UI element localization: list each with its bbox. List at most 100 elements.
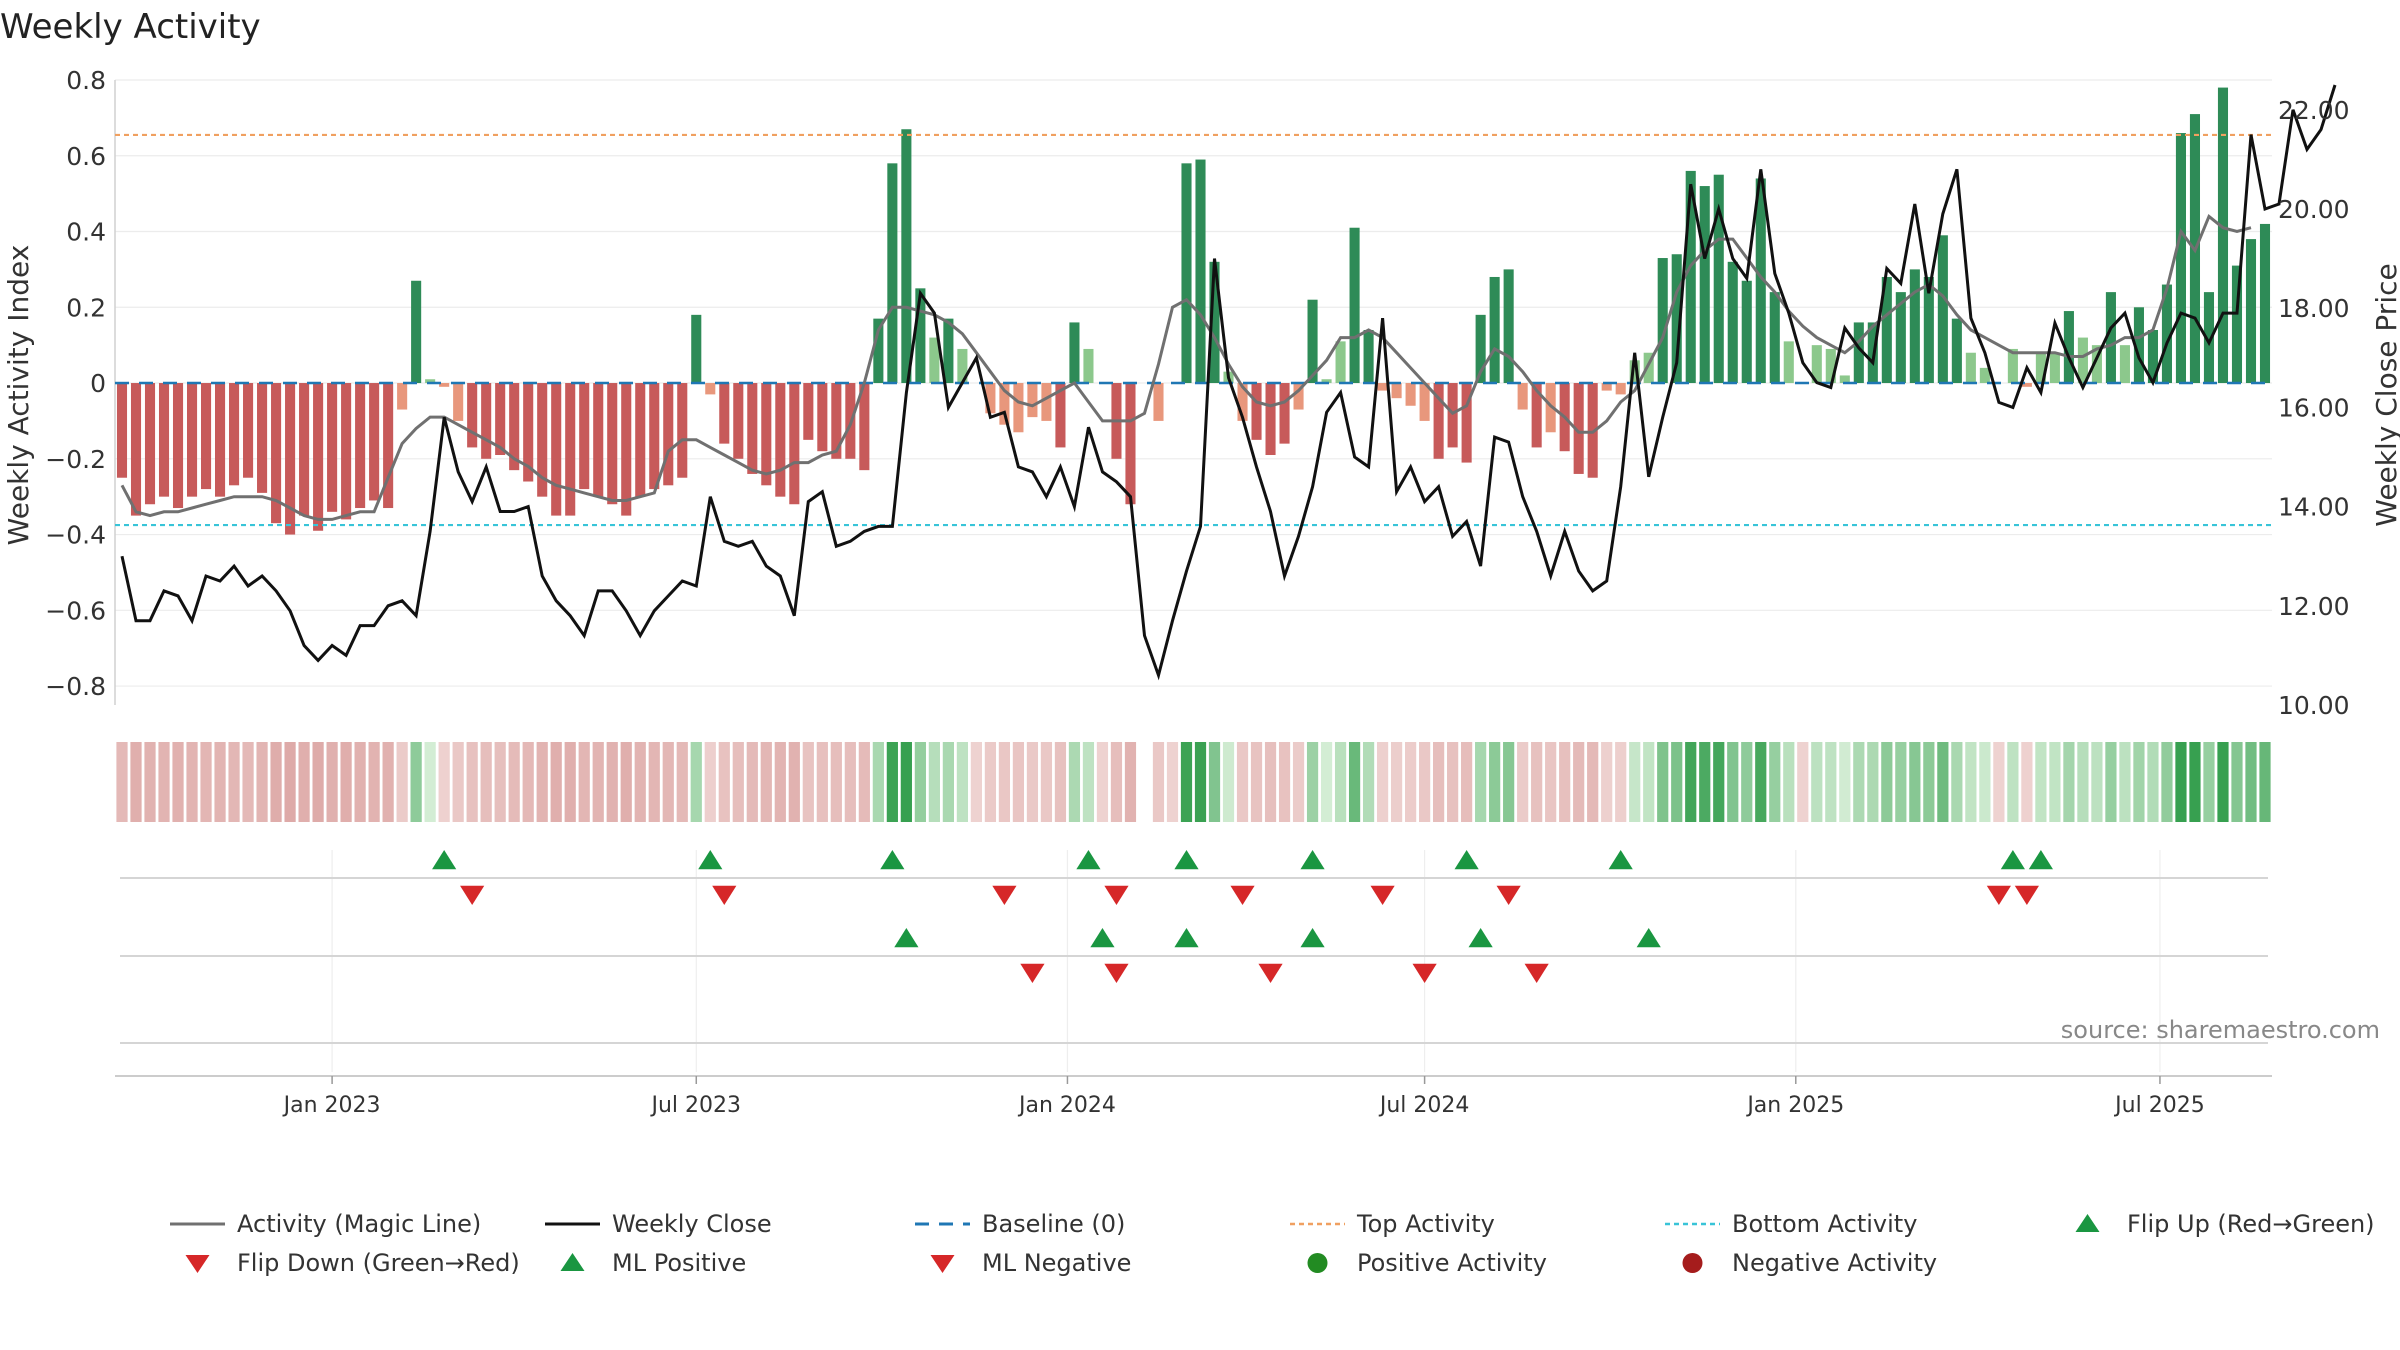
strip-cell-136 (2021, 742, 2033, 822)
activity-bar-64 (1013, 383, 1024, 433)
strip-cell-49 (802, 742, 814, 822)
activity-bar-19 (383, 383, 394, 509)
activity-bar-67 (1055, 383, 1066, 448)
activity-bar-58 (929, 337, 940, 384)
legend-label-0: Activity (Magic Line) (237, 1210, 481, 1238)
strip-cell-60 (956, 742, 968, 822)
activity-bar-86 (1321, 379, 1332, 384)
activity-bar-48 (789, 383, 800, 505)
strip-cell-116 (1741, 742, 1753, 822)
activity-bar-132 (1965, 352, 1976, 384)
strip-cell-109 (1643, 742, 1655, 822)
strip-cell-39 (662, 742, 674, 822)
activity-bar-47 (775, 383, 786, 497)
legend-swatch-10 (1682, 1253, 1703, 1273)
right-tick-0: 22.00 (2278, 96, 2350, 125)
activity-bar-9 (243, 383, 254, 478)
strip-cell-26 (480, 742, 492, 822)
strip-cell-87 (1334, 742, 1347, 822)
activity-bar-137 (2035, 352, 2046, 384)
strip-cell-65 (1026, 742, 1039, 822)
flip-down-marker-5 (1370, 885, 1395, 905)
strip-cell-17 (354, 742, 366, 822)
weekly-close-line (120, 84, 2337, 681)
activity-bar-152 (2245, 239, 2257, 384)
strip-cell-29 (522, 742, 534, 822)
activity-bar-89 (1363, 330, 1374, 384)
signal-panel (115, 850, 2272, 1077)
activity-bar-138 (2049, 352, 2060, 384)
activity-bar-129 (1923, 276, 1934, 384)
activity-bar-122 (1825, 348, 1836, 384)
legend-item-8: ML Negative (930, 1249, 1131, 1277)
strip-cell-101 (1531, 742, 1543, 822)
strip-cell-38 (648, 742, 660, 822)
activity-bar-109 (1643, 352, 1654, 384)
legend-swatch-8 (930, 1255, 955, 1273)
strip-cell-80 (1236, 742, 1249, 822)
activity-bar-110 (1657, 258, 1668, 384)
strip-cell-151 (2231, 742, 2243, 822)
strip-cell-120 (1797, 742, 1809, 822)
activity-bar-65 (1027, 383, 1038, 418)
legend-swatch-9 (1307, 1253, 1328, 1273)
legend-label-1: Weekly Close (612, 1210, 772, 1238)
strip-cell-36 (620, 742, 632, 822)
strip-cell-89 (1362, 742, 1375, 822)
legend-swatch-7 (560, 1253, 585, 1271)
ml-positive-marker-5 (1636, 928, 1661, 948)
strip-cell-16 (340, 742, 352, 822)
strip-cell-27 (494, 742, 506, 822)
flip-up-marker-2 (880, 850, 905, 870)
flip-up-marker-9 (2028, 850, 2053, 870)
activity-bar-30 (537, 383, 548, 497)
chart-title: Weekly Activity (0, 7, 261, 47)
flip-up-marker-8 (2000, 850, 2025, 870)
strip-cell-134 (1993, 742, 2005, 822)
strip-cell-15 (326, 742, 338, 822)
flip-down-marker-8 (2014, 885, 2039, 905)
strip-cell-54 (872, 742, 884, 822)
x-tick-5: Jul 2025 (2113, 1093, 2205, 1118)
strip-cell-57 (914, 742, 926, 822)
ml-negative-marker-3 (1412, 963, 1437, 983)
x-axis: Jan 2023 Jul 2023 Jan 2024 Jul 2024 Jan 2025… (282, 1076, 2205, 1118)
strip-cell-33 (578, 742, 590, 822)
strip-cell-99 (1503, 742, 1515, 822)
strip-cell-153 (2259, 742, 2271, 822)
strip-cell-42 (704, 742, 716, 822)
left-tick-5: −0.2 (45, 445, 106, 474)
strip-cell-10 (256, 742, 268, 822)
strip-cell-3 (158, 742, 170, 822)
strip-cell-128 (1909, 742, 1921, 822)
left-axis: 0.8 0.6 0.4 0.2 0 −0.2 −0.4 −0.6 −0.8 (45, 66, 106, 701)
activity-bar-39 (663, 383, 674, 486)
strip-cell-37 (634, 742, 646, 822)
activity-bar-45 (747, 383, 758, 474)
activity-bar-128 (1909, 269, 1920, 384)
legend-label-8: ML Negative (982, 1249, 1131, 1277)
strip-cell-79 (1222, 742, 1235, 822)
strip-cell-19 (382, 742, 394, 822)
left-tick-3: 0.2 (66, 293, 106, 322)
activity-bar-104 (1573, 383, 1584, 474)
activity-bar-53 (859, 383, 870, 471)
activity-bar-135 (2007, 348, 2018, 384)
strip-cell-135 (2007, 742, 2019, 822)
strip-cell-114 (1713, 742, 1725, 822)
activity-bar-74 (1153, 383, 1164, 421)
activity-bar-111 (1671, 254, 1682, 384)
strip-cell-75 (1166, 742, 1179, 822)
left-tick-6: −0.4 (45, 521, 106, 550)
strip-cell-63 (998, 742, 1011, 822)
left-tick-7: −0.6 (45, 596, 106, 625)
strip-cell-70 (1096, 742, 1109, 822)
activity-bar-33 (579, 383, 590, 490)
activity-bar-115 (1727, 261, 1738, 384)
activity-bar-80 (1237, 383, 1248, 421)
activity-bar-123 (1839, 375, 1850, 384)
flip-up-marker-3 (1076, 850, 1101, 870)
flip-down-marker-4 (1230, 885, 1255, 905)
activity-bar-99 (1503, 269, 1514, 384)
strip-cell-133 (1979, 742, 1991, 822)
